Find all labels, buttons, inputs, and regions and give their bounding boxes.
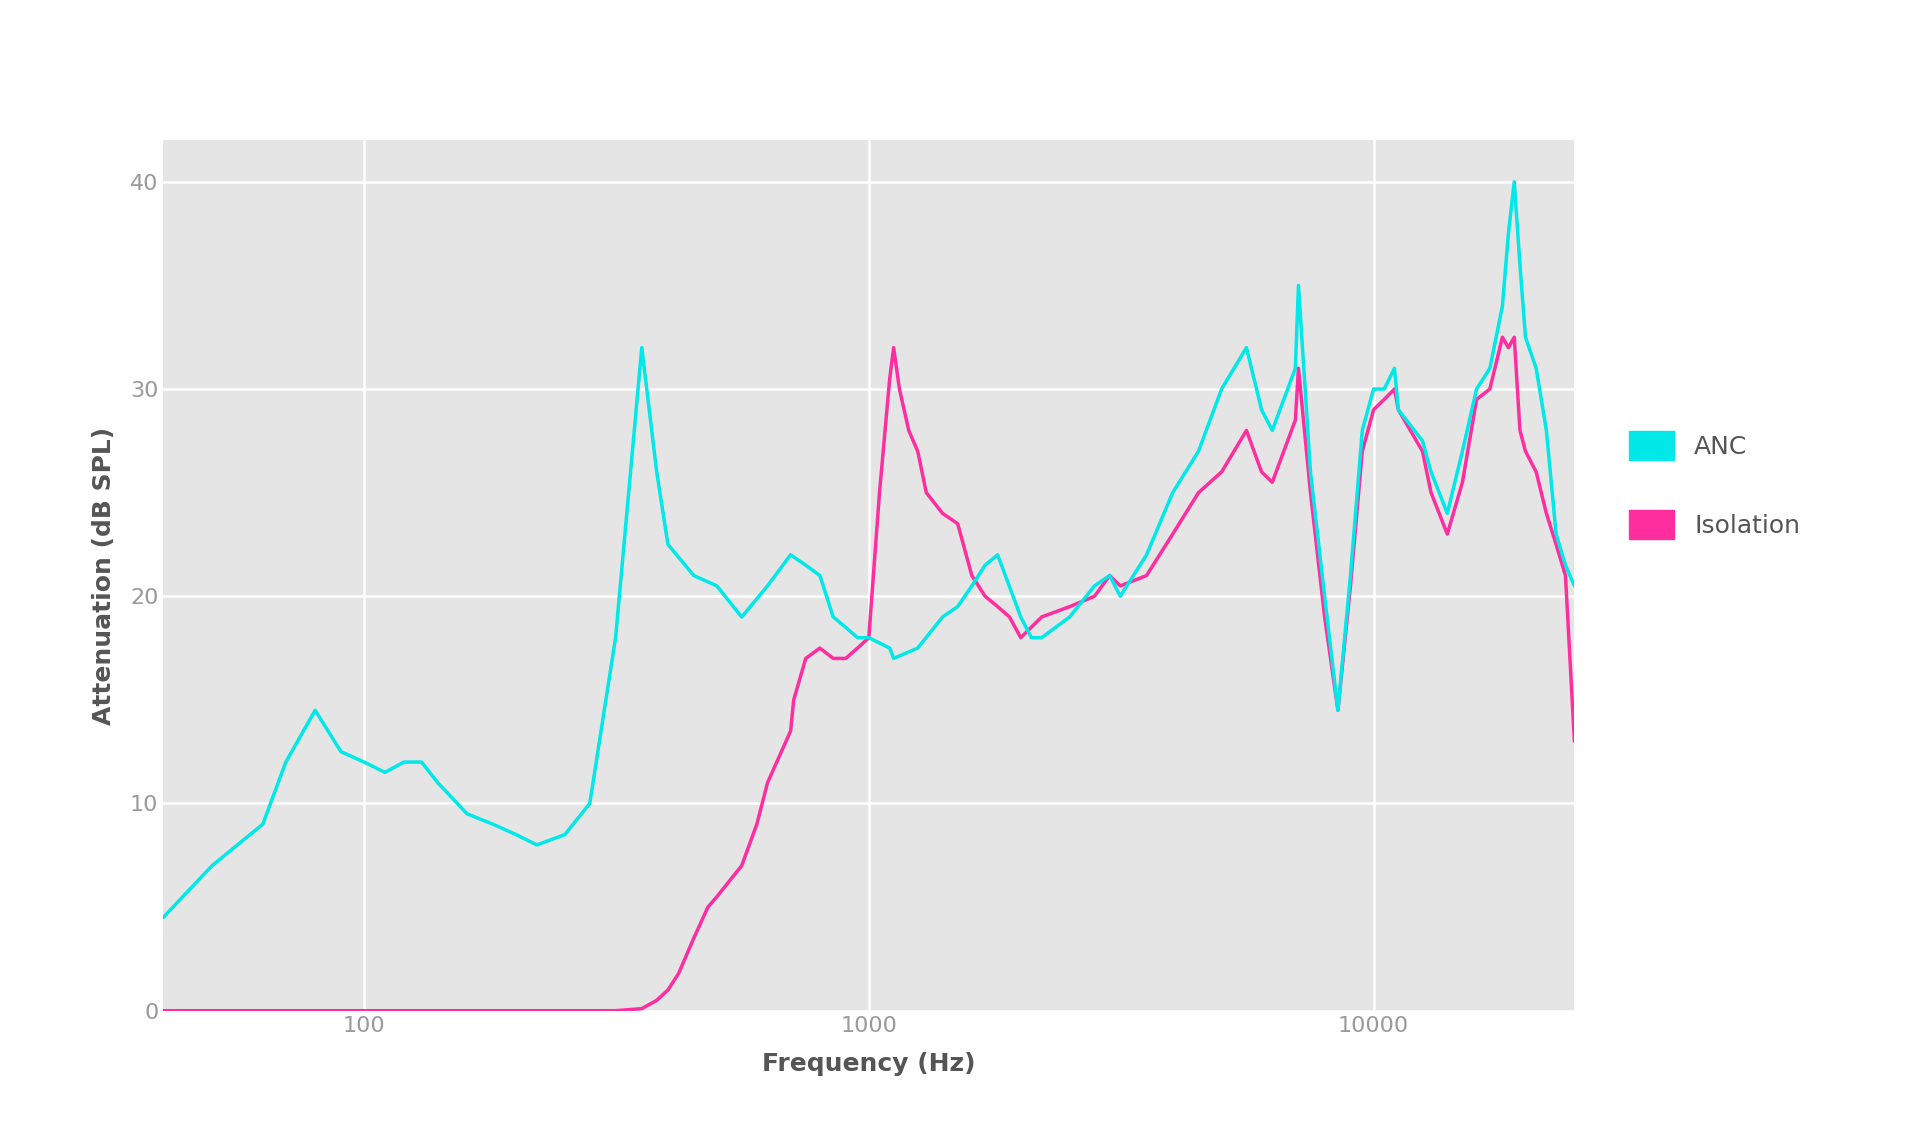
Text: Sony WH-1000XM4 Attenuation: Sony WH-1000XM4 Attenuation	[614, 56, 1306, 94]
X-axis label: Frequency (Hz): Frequency (Hz)	[762, 1052, 975, 1076]
Legend: ANC, Isolation: ANC, Isolation	[1630, 431, 1801, 539]
Y-axis label: Attenuation (dB SPL): Attenuation (dB SPL)	[92, 427, 115, 724]
